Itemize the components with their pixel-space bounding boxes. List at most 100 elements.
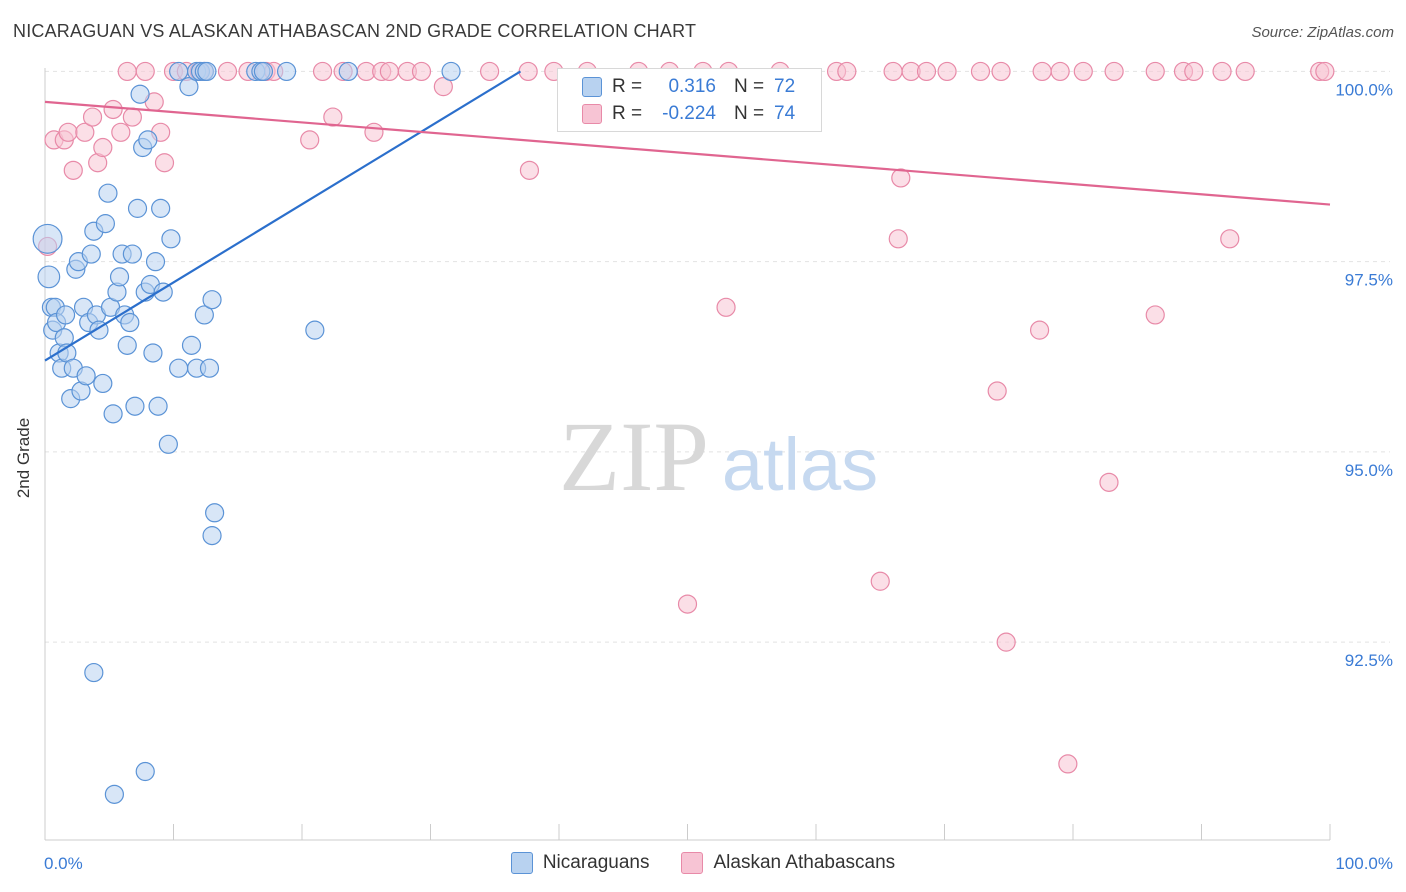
legend-swatch-blue bbox=[510, 852, 533, 874]
data-point bbox=[158, 434, 178, 454]
data-point bbox=[441, 61, 461, 82]
data-point bbox=[103, 404, 123, 424]
data-point bbox=[379, 61, 399, 82]
data-point bbox=[145, 252, 166, 272]
series-nicaraguans bbox=[32, 61, 461, 804]
tick-labels: 100.0% 97.5% 95.0% 92.5% 0.0% 100.0% bbox=[44, 80, 1393, 873]
data-point bbox=[95, 214, 115, 234]
data-point bbox=[217, 61, 238, 82]
data-point bbox=[1145, 305, 1165, 325]
data-point bbox=[253, 61, 274, 82]
data-point bbox=[202, 290, 222, 310]
data-point bbox=[109, 267, 130, 287]
data-point bbox=[937, 61, 957, 82]
data-point bbox=[1235, 61, 1255, 82]
data-point bbox=[117, 61, 137, 82]
y-tick-label: 92.5% bbox=[1345, 651, 1393, 670]
data-point bbox=[104, 784, 124, 804]
watermark: ZIP atlas bbox=[559, 401, 878, 512]
legend-row-nicaraguans: R = 0.316 N = 72 bbox=[582, 75, 795, 99]
data-point bbox=[103, 99, 123, 120]
data-point bbox=[987, 381, 1007, 401]
data-point bbox=[199, 358, 220, 378]
data-point bbox=[916, 61, 937, 82]
data-point bbox=[93, 373, 113, 394]
data-point bbox=[37, 265, 61, 289]
data-point bbox=[891, 168, 911, 188]
legend-label: Alaskan Athabascans bbox=[713, 852, 896, 873]
data-point bbox=[138, 130, 158, 150]
data-point bbox=[55, 305, 76, 325]
data-point bbox=[125, 396, 145, 416]
data-point bbox=[870, 571, 890, 591]
data-point bbox=[58, 122, 78, 142]
gridlines bbox=[45, 70, 1390, 643]
axes bbox=[44, 68, 1331, 841]
legend-r-label: R = bbox=[612, 103, 643, 124]
legend-n-value: 74 bbox=[774, 103, 796, 124]
data-point bbox=[82, 107, 103, 127]
data-point bbox=[169, 358, 189, 378]
chart-title: NICARAGUAN VS ALASKAN ATHABASCAN 2ND GRA… bbox=[13, 21, 697, 41]
legend-r-value: -0.224 bbox=[662, 103, 716, 124]
data-point bbox=[194, 305, 214, 325]
data-point bbox=[518, 61, 538, 82]
data-point bbox=[130, 84, 150, 104]
legend-row-alaskan-athabascans: R = -0.224 N = 74 bbox=[582, 102, 795, 126]
trend-line bbox=[44, 70, 522, 362]
data-point bbox=[161, 229, 181, 249]
data-point bbox=[1220, 229, 1240, 249]
legend-r-value: 0.316 bbox=[668, 76, 716, 97]
legend-swatch-pink bbox=[582, 104, 602, 124]
data-point bbox=[122, 244, 142, 264]
data-point bbox=[677, 594, 698, 614]
data-point bbox=[1058, 754, 1078, 774]
data-point bbox=[98, 183, 118, 203]
data-point bbox=[1315, 61, 1335, 82]
legend-swatch-blue bbox=[582, 77, 602, 97]
data-point bbox=[122, 107, 142, 127]
data-point bbox=[837, 61, 857, 82]
data-point bbox=[179, 77, 199, 97]
trend-line bbox=[44, 100, 1331, 206]
legend-r-label: R = bbox=[612, 76, 643, 97]
data-point bbox=[93, 137, 113, 158]
data-point bbox=[76, 366, 96, 386]
y-tick-label: 100.0% bbox=[1335, 80, 1393, 99]
legend-n-label: N = bbox=[734, 103, 765, 124]
data-point bbox=[75, 122, 95, 142]
data-point bbox=[202, 526, 222, 546]
data-point bbox=[883, 61, 903, 82]
y-axis-label: 2nd Grade bbox=[14, 417, 34, 499]
x-tick-label: 0.0% bbox=[44, 854, 83, 873]
data-point bbox=[276, 61, 297, 82]
data-point bbox=[300, 130, 320, 150]
data-point bbox=[305, 320, 325, 340]
legend-n-value: 72 bbox=[774, 76, 796, 97]
data-point bbox=[1032, 61, 1052, 82]
data-point bbox=[1073, 61, 1093, 82]
legend-item-alaskan-athabascans[interactable]: Alaskan Athabascans bbox=[681, 852, 895, 874]
data-point bbox=[996, 632, 1016, 652]
legend-swatch-pink bbox=[681, 852, 704, 874]
data-point bbox=[323, 107, 343, 127]
series-legend: Nicaraguans Alaskan Athabascans bbox=[0, 852, 1406, 874]
data-point bbox=[991, 61, 1011, 82]
legend-item-nicaraguans[interactable]: Nicaraguans bbox=[510, 852, 649, 874]
data-point bbox=[970, 61, 991, 82]
data-point bbox=[364, 122, 384, 142]
data-point bbox=[120, 312, 140, 333]
trend-lines bbox=[44, 70, 1331, 362]
watermark-atlas: atlas bbox=[722, 423, 878, 506]
data-point bbox=[117, 335, 137, 355]
data-point bbox=[1104, 61, 1124, 82]
source-label: Source: ZipAtlas.com bbox=[1251, 24, 1394, 41]
data-point bbox=[1099, 472, 1119, 492]
data-point bbox=[153, 282, 173, 302]
data-point bbox=[181, 335, 202, 355]
data-point bbox=[148, 396, 168, 416]
data-point bbox=[888, 229, 908, 249]
data-point bbox=[480, 61, 500, 82]
data-point bbox=[127, 198, 148, 218]
correlation-legend: R = 0.316 N = 72 R = -0.224 N = 74 bbox=[557, 68, 822, 132]
